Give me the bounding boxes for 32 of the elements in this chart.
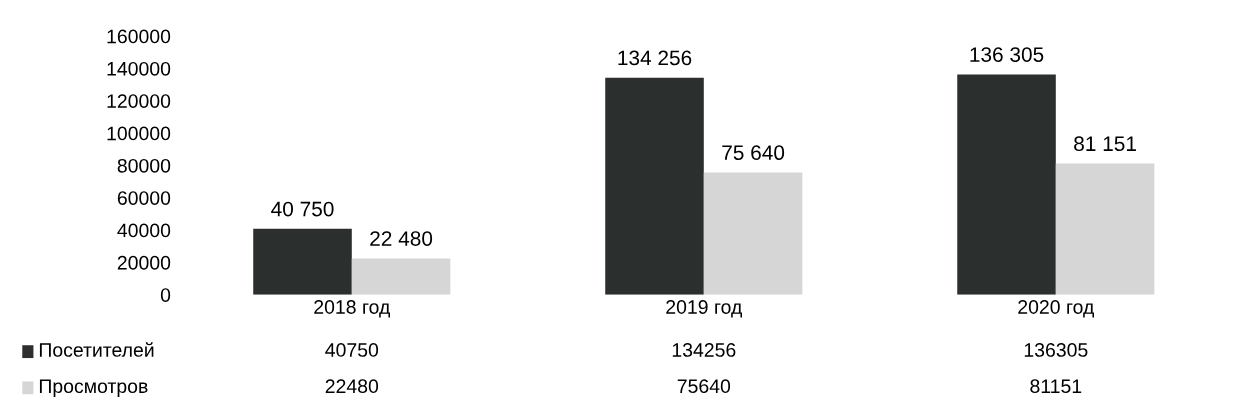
bar [605,77,704,295]
text: 22480 [325,379,379,394]
bar [351,258,451,295]
bar [1055,163,1155,295]
text: 40750 [325,343,379,357]
x-tick-label: 2018 год [314,300,390,318]
y-tick-label: 0 [160,288,171,302]
data-label: 40 750 [271,201,334,217]
y-tick-label: 140000 [107,61,171,76]
y-tick-label: 20000 [117,255,171,270]
data-label: 75 640 [722,145,785,161]
y-tick-label: 40000 [117,223,171,238]
text: 136305 [1024,343,1088,357]
y-tick-label: 120000 [107,94,171,108]
x-tick-label: 2020 год [1018,300,1094,318]
data-label: 81 151 [1074,136,1136,152]
legend-label: Просмотров [39,379,148,397]
bar [253,228,352,295]
y-tick-label: 160000 [107,29,171,44]
bar [703,172,803,295]
x-tick-label: 2019 год [666,300,742,318]
legend-label: Посетителей [39,342,154,357]
y-tick-label: 60000 [117,191,171,205]
text: 134256 [672,343,736,357]
y-tick-label: 100000 [107,126,171,141]
text: 75640 [677,379,731,394]
text: 81151 [1030,379,1082,394]
data-label: 136 305 [970,47,1044,62]
data-label: 22 480 [370,231,433,246]
bar [957,74,1056,295]
data-label: 134 256 [618,50,692,66]
y-tick-label: 80000 [117,158,171,173]
